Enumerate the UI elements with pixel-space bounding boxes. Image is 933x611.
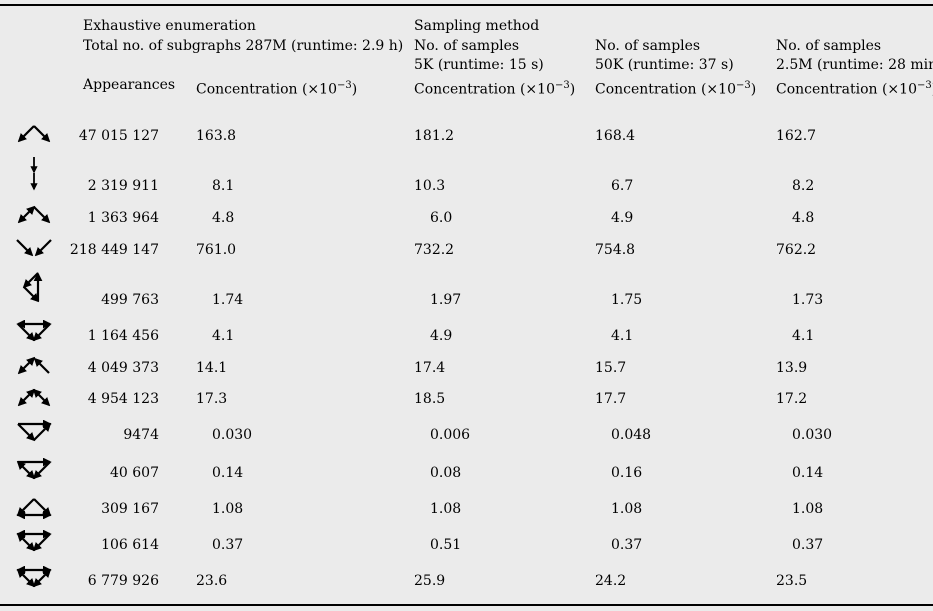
cell-conc: 23.6 [196, 573, 228, 589]
cell-s50k: 0.37 [611, 537, 643, 553]
cell-s25m: 0.14 [792, 465, 824, 481]
cell-s50k: 4.1 [611, 328, 634, 344]
cell-appear: 2 319 911 [87, 178, 159, 194]
cell-appear: 4 954 123 [87, 391, 159, 407]
col2-title: Sampling method [414, 18, 540, 34]
cell-s5k: 4.9 [430, 328, 453, 344]
cell-appear: 218 449 147 [69, 242, 159, 258]
cell-s5k: 0.08 [430, 465, 462, 481]
cell-appear: 499 763 [101, 292, 159, 308]
col3-concentration-header: Concentration (×10−3) [595, 80, 757, 98]
cell-s25m: 0.030 [792, 427, 833, 443]
subgraph-up-out-icon [14, 123, 54, 145]
cell-appear: 1 164 456 [87, 328, 159, 344]
col2-subtitle: No. of samples [414, 38, 520, 54]
cell-appear: 6 779 926 [87, 573, 159, 589]
subgraph-chain-icon [24, 155, 44, 193]
col3-subtitle: No. of samples [595, 38, 701, 54]
cell-conc: 1.74 [212, 292, 244, 308]
cell-s5k: 6.0 [430, 210, 453, 226]
cell-s25m: 17.2 [776, 391, 808, 407]
subgraph-triangle-down-bidir-icon [14, 458, 54, 482]
cell-s50k: 15.7 [595, 360, 627, 376]
subgraph-triangle-full-bidir-icon [14, 566, 54, 590]
cell-s50k: 1.75 [611, 292, 643, 308]
cell-s5k: 25.9 [414, 573, 446, 589]
cell-s50k: 17.7 [595, 391, 627, 407]
col2-concentration-header: Concentration (×10−3) [414, 80, 576, 98]
cell-conc: 0.14 [212, 465, 244, 481]
cell-appear: 40 607 [110, 465, 159, 481]
subgraph-down-in-icon [14, 237, 54, 259]
cell-conc: 761.0 [196, 242, 237, 258]
cell-s5k: 10.3 [414, 178, 446, 194]
col4-samples: 2.5M (runtime: 28 min) [776, 57, 933, 73]
subgraph-triangle-bidir-icon [14, 320, 54, 344]
cell-appear: 106 614 [101, 537, 159, 553]
cell-s25m: 4.1 [792, 328, 815, 344]
cell-s25m: 8.2 [792, 178, 815, 194]
cell-appear: 9474 [123, 427, 159, 443]
cell-s5k: 1.97 [430, 292, 462, 308]
cell-conc: 0.030 [212, 427, 253, 443]
cell-conc: 17.3 [196, 391, 228, 407]
cell-s25m: 1.73 [792, 292, 824, 308]
cell-s50k: 168.4 [595, 128, 636, 144]
col4-concentration-header: Concentration (×10−3) [776, 80, 933, 98]
cell-appear: 309 167 [101, 501, 159, 517]
cell-s5k: 181.2 [414, 128, 455, 144]
cell-s5k: 18.5 [414, 391, 446, 407]
cell-conc: 14.1 [196, 360, 228, 376]
col1-appearances-header: Appearances [83, 77, 176, 93]
subgraph-double-up-icon [14, 204, 54, 226]
cell-s5k: 17.4 [414, 360, 446, 376]
subgraph-triangle-double-bidir-icon [14, 530, 54, 554]
cell-s5k: 0.006 [430, 427, 471, 443]
cell-s50k: 4.9 [611, 210, 634, 226]
cell-s25m: 0.37 [792, 537, 824, 553]
cell-s5k: 1.08 [430, 501, 462, 517]
cell-s50k: 6.7 [611, 178, 634, 194]
col1-title: Exhaustive enumeration [83, 18, 256, 34]
top-rule [0, 4, 933, 6]
cell-s25m: 23.5 [776, 573, 808, 589]
subgraph-triangle-up-bidir-icon [14, 495, 54, 519]
subgraph-triangle-down-icon [14, 420, 54, 444]
cell-s25m: 4.8 [792, 210, 815, 226]
cell-conc: 163.8 [196, 128, 237, 144]
cell-s50k: 754.8 [595, 242, 636, 258]
cell-s5k: 0.51 [430, 537, 462, 553]
bottom-rule [0, 604, 933, 606]
cell-conc: 4.1 [212, 328, 235, 344]
cell-appear: 47 015 127 [78, 128, 159, 144]
cell-s50k: 24.2 [595, 573, 627, 589]
cell-s25m: 13.9 [776, 360, 808, 376]
subgraph-triangle-loop-icon [18, 270, 46, 304]
cell-appear: 1 363 964 [87, 210, 159, 226]
cell-s50k: 1.08 [611, 501, 643, 517]
cell-s50k: 0.16 [611, 465, 643, 481]
cell-s25m: 162.7 [776, 128, 817, 144]
cell-conc: 0.37 [212, 537, 244, 553]
col4-subtitle: No. of samples [776, 38, 882, 54]
cell-conc: 1.08 [212, 501, 244, 517]
col3-samples: 50K (runtime: 37 s) [595, 57, 734, 73]
cell-s25m: 1.08 [792, 501, 824, 517]
cell-appear: 4 049 373 [87, 360, 159, 376]
cell-s50k: 0.048 [611, 427, 652, 443]
col2-samples: 5K (runtime: 15 s) [414, 57, 544, 73]
cell-s25m: 762.2 [776, 242, 817, 258]
subgraph-up-bidir-icon [14, 387, 54, 409]
cell-conc: 8.1 [212, 178, 235, 194]
col1-concentration-header: Concentration (×10−3) [196, 80, 358, 98]
cell-conc: 4.8 [212, 210, 235, 226]
cell-s5k: 732.2 [414, 242, 455, 258]
col1-subtitle: Total no. of subgraphs 287M (runtime: 2.… [83, 38, 404, 54]
subgraph-up-mixed-icon [14, 355, 54, 377]
